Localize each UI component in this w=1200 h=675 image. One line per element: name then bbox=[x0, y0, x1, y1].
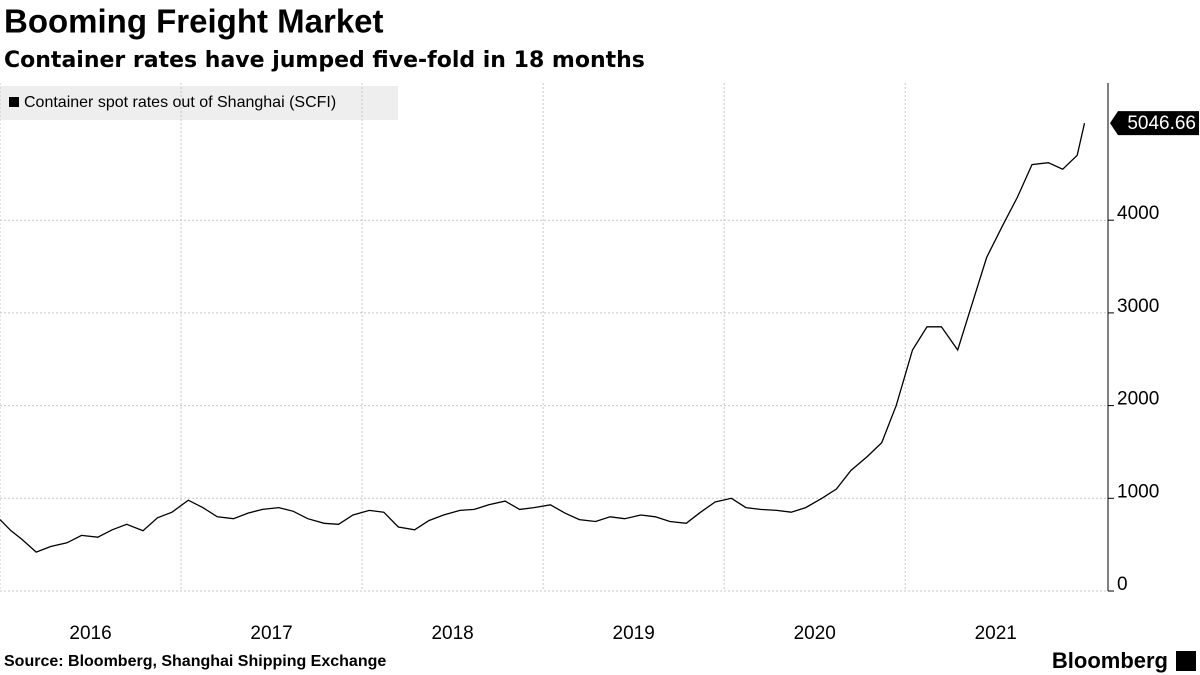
last-value-box bbox=[1110, 111, 1199, 136]
x-tick-label: 2019 bbox=[613, 623, 655, 644]
x-tick-label: 2020 bbox=[794, 623, 836, 644]
chart-title: Booming Freight Market bbox=[4, 3, 384, 40]
legend-label: Container spot rates out of Shanghai (SC… bbox=[24, 94, 336, 111]
series-line bbox=[0, 123, 1086, 553]
source: Source: Bloomberg, Shanghai Shipping Exc… bbox=[4, 653, 386, 670]
y-tick-label: 3000 bbox=[1117, 296, 1159, 317]
x-tick-label: 2017 bbox=[250, 623, 292, 644]
legend-box bbox=[0, 86, 398, 120]
legend-swatch bbox=[9, 97, 19, 107]
brand-icon bbox=[1176, 651, 1196, 671]
y-tick-label: 2000 bbox=[1117, 389, 1159, 410]
brand: Bloomberg bbox=[1052, 648, 1168, 673]
y-tick-label: 0 bbox=[1117, 574, 1128, 595]
y-tick-label: 4000 bbox=[1117, 203, 1159, 224]
chart-subtitle: Container rates have jumped five-fold in… bbox=[4, 48, 645, 73]
y-tick-label: 1000 bbox=[1117, 481, 1159, 502]
x-tick-label: 2021 bbox=[975, 623, 1017, 644]
x-tick-label: 2018 bbox=[431, 623, 473, 644]
last-value-label: 5046.66 bbox=[1127, 113, 1196, 134]
x-tick-label: 2016 bbox=[69, 623, 111, 644]
